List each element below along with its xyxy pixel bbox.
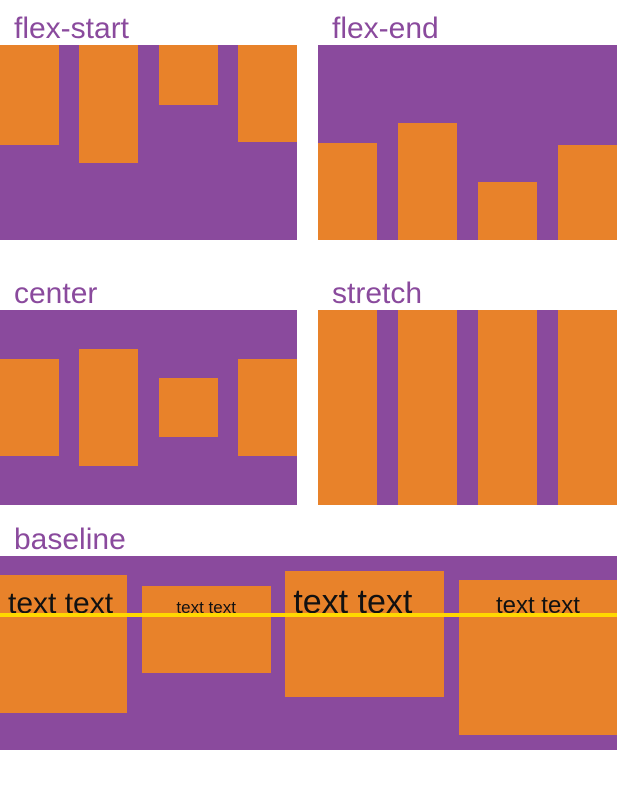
flex-container-flex-start [0,45,297,240]
panel-stretch: stretch [318,277,617,505]
flex-item [158,45,218,105]
panel-label-baseline: baseline [14,523,126,556]
panel-baseline: baseline text text text text text text text… [0,523,617,750]
panel-label-center: center [14,277,98,310]
flex-item [398,123,457,240]
flex-item [0,45,59,145]
panel-label-stretch: stretch [332,277,423,310]
flex-item [237,359,297,456]
flex-item: text text [458,580,617,735]
flex-item: text text [141,586,271,673]
flex-item [158,378,218,437]
flex-item [318,310,377,505]
flex-container-center [0,310,297,505]
panel-flex-start: flex-start [0,12,297,240]
flex-container-flex-end [318,45,617,240]
panel-label-flex-start: flex-start [14,12,130,45]
flex-item [79,45,139,163]
flex-item [558,310,617,505]
flex-item [478,310,537,505]
flex-item: text text [285,571,445,697]
flex-item [398,310,457,505]
baseline-line [0,613,617,617]
flex-item [478,182,537,240]
panel-label-flex-end: flex-end [332,12,439,45]
flex-item: text text [0,575,127,713]
flex-container-stretch [318,310,617,505]
flex-container-baseline: text text text text text text text text [0,556,617,750]
flex-item [79,349,139,466]
flex-item [237,45,297,142]
flex-item [318,143,377,240]
flex-item [0,359,59,456]
flex-item [558,145,617,240]
panel-flex-end: flex-end [318,12,617,240]
panel-center: center [0,277,297,505]
